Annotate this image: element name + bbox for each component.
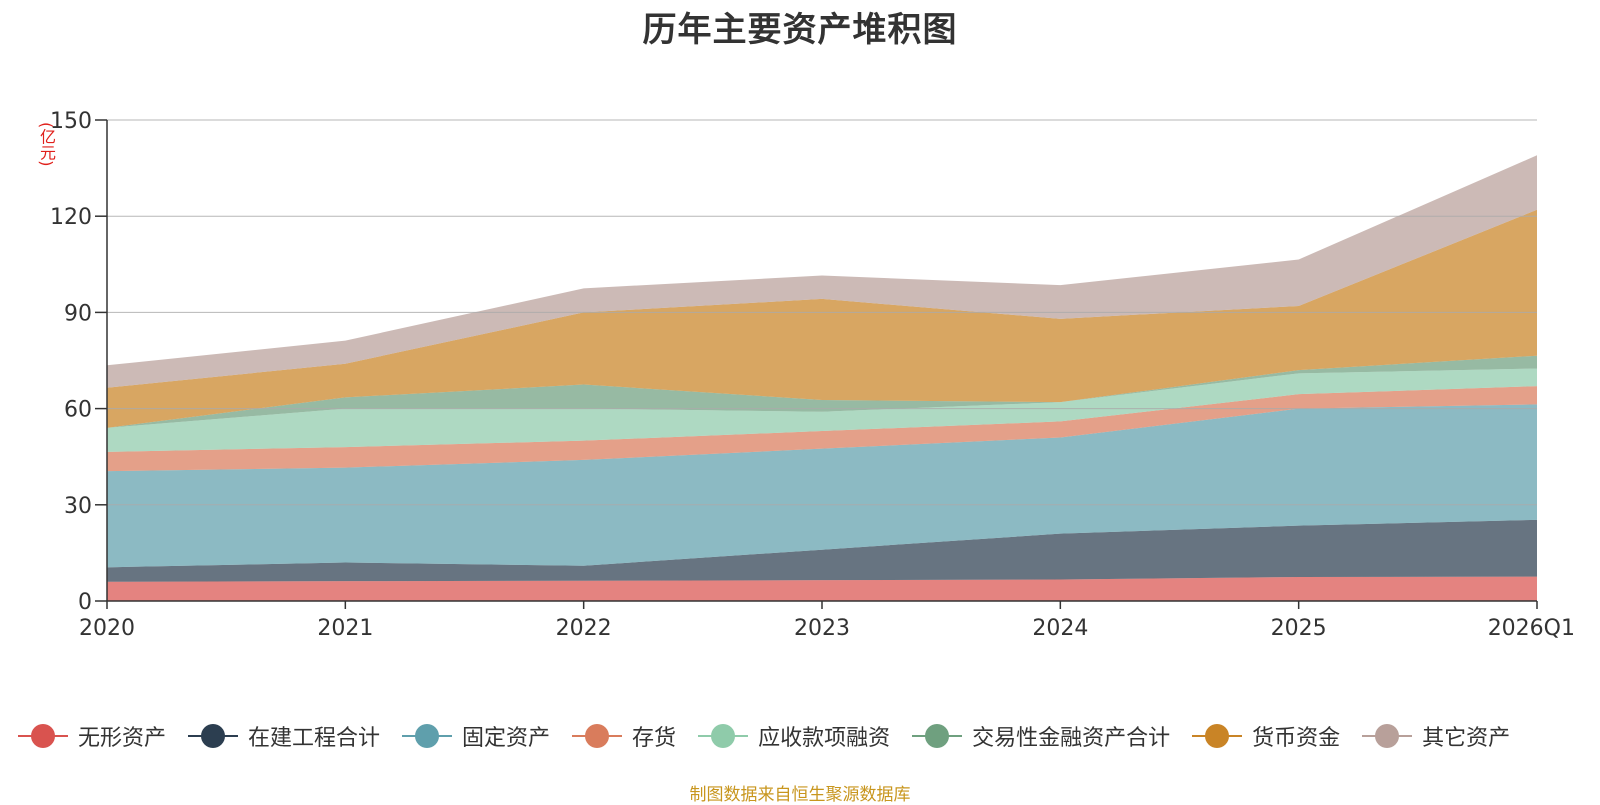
- legend-item-7[interactable]: 其它资产: [1362, 720, 1510, 752]
- legend-label: 其它资产: [1422, 726, 1511, 751]
- legend-marker-icon: [572, 723, 623, 749]
- legend-item-1[interactable]: 在建工程合计: [188, 720, 380, 752]
- legend-item-6[interactable]: 货币资金: [1192, 720, 1340, 752]
- legend-item-4[interactable]: 应收款项融资: [698, 720, 890, 752]
- chart-legend: 无形资产 在建工程合计 固定资产 存货 应收款项融资 交易性金融资产合计 货币资金 其它资产: [18, 718, 1532, 754]
- area-series-1: [107, 519, 1537, 582]
- x-tick-label-0: 2020: [79, 616, 135, 641]
- legend-marker-icon: [912, 723, 963, 749]
- y-tick-label-4: 120: [50, 205, 92, 230]
- legend-marker-icon: [1192, 723, 1243, 749]
- area-series-2: [107, 404, 1537, 568]
- legend-marker-icon: [18, 723, 68, 749]
- area-series-7: [107, 155, 1537, 388]
- y-tick-label-2: 60: [64, 398, 92, 423]
- area-series-6: [107, 209, 1537, 428]
- x-tick-label-3: 2023: [794, 616, 850, 641]
- y-tick-label-5: 150: [50, 109, 92, 134]
- legend-label: 在建工程合计: [248, 726, 381, 751]
- legend-marker-icon: [698, 723, 749, 749]
- legend-label: 交易性金融资产合计: [972, 726, 1171, 751]
- x-tick-label-2: 2022: [556, 616, 612, 641]
- legend-item-0[interactable]: 无形资产: [18, 720, 166, 752]
- legend-item-2[interactable]: 固定资产: [402, 720, 550, 752]
- data-source-note: 制图数据来自恒生聚源数据库: [689, 785, 911, 805]
- legend-label: 无形资产: [78, 726, 167, 751]
- x-tick-label-4: 2024: [1032, 616, 1088, 641]
- y-tick-label-1: 30: [64, 494, 92, 519]
- legend-item-3[interactable]: 存货: [572, 720, 676, 752]
- legend-marker-icon: [402, 723, 453, 749]
- legend-marker-icon: [1362, 723, 1413, 749]
- legend-label: 应收款项融资: [758, 726, 891, 751]
- chart-title: 历年主要资产堆积图: [642, 10, 958, 50]
- area-series-3: [107, 386, 1537, 472]
- legend-label: 存货: [632, 726, 677, 751]
- legend-marker-icon: [188, 723, 239, 749]
- area-series-0: [107, 576, 1537, 601]
- area-series-4: [107, 368, 1537, 452]
- y-tick-label-3: 90: [64, 301, 92, 326]
- x-tick-label-1: 2021: [317, 616, 373, 641]
- legend-label: 货币资金: [1252, 726, 1341, 751]
- x-tick-label-6: 2026Q1: [1488, 616, 1575, 641]
- y-axis-unit: (亿元): [37, 122, 56, 167]
- legend-label: 固定资产: [462, 726, 551, 751]
- x-tick-label-5: 2025: [1271, 616, 1327, 641]
- legend-item-5[interactable]: 交易性金融资产合计: [912, 720, 1170, 752]
- y-tick-label-0: 0: [78, 590, 92, 615]
